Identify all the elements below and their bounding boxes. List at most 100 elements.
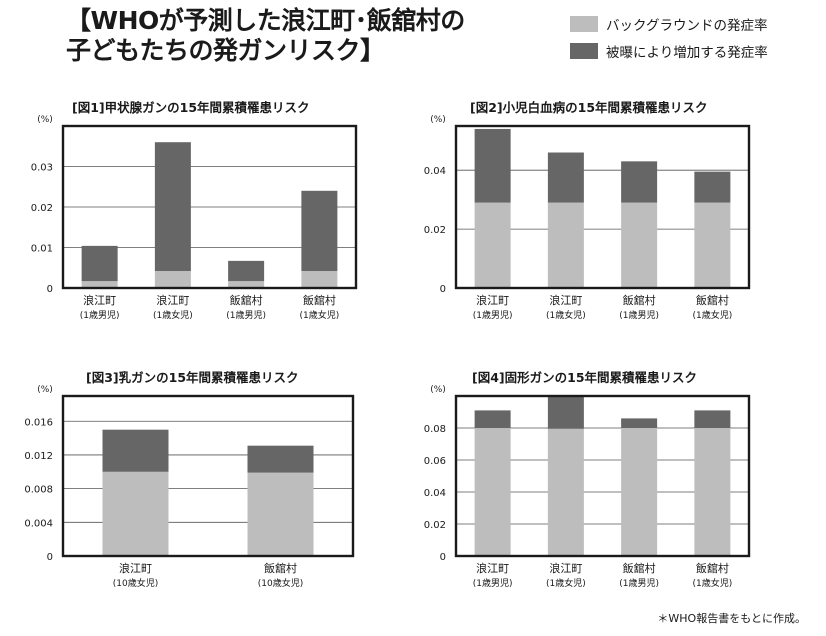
chart-1-bar-background — [154, 270, 191, 288]
chart-2-bar-background — [694, 202, 731, 288]
chart-4-category-group: (1歳男児) — [473, 577, 513, 589]
chart-2-category-label: 浪江町 — [549, 293, 582, 307]
legend-item-background: バックグラウンドの発症率 — [570, 10, 768, 37]
chart-1-bar-background — [228, 281, 265, 288]
chart-3-category-group: (10歳女児) — [258, 577, 303, 589]
chart-2-title: [図2]小児白血病の15年間累積罹患リスク — [470, 100, 708, 115]
chart-2-category-label: 飯舘村 — [623, 293, 656, 307]
chart-3-title: [図3]乳ガンの15年間累積罹患リスク — [86, 370, 299, 385]
chart-2-bar-background — [547, 202, 584, 288]
chart-3-ytick-label: 0.004 — [24, 518, 53, 529]
chart-1-category-label: 浪江町 — [156, 293, 189, 307]
chart-2-frame — [454, 124, 751, 290]
chart-2-ytick-label: 0 — [440, 284, 446, 295]
chart-2-ytick-label: 0.04 — [424, 166, 446, 177]
legend-label-exposure: 被曝により増加する発症率 — [606, 44, 768, 61]
chart-3-bar-background — [247, 472, 314, 556]
chart-1-category-label: 飯舘村 — [230, 293, 263, 307]
chart-1-unit-label: (%) — [37, 115, 53, 125]
chart-2-category-group: (1歳男児) — [473, 309, 513, 321]
chart-1: [図1]甲状腺ガンの15年間累積罹患リスク (%) 0 0.01 0.02 0.03 浪江町… — [31, 100, 358, 321]
chart-4-ytick-label: 0 — [440, 552, 446, 563]
chart-3-unit-label: (%) — [37, 385, 53, 395]
chart-1-ytick-label: 0 — [47, 284, 53, 295]
chart-1-category-group: (1歳男児) — [80, 309, 120, 321]
chart-1-ytick-label: 0.01 — [31, 244, 53, 255]
chart-3-category-label: 飯舘村 — [264, 561, 297, 575]
chart-3-bar-background — [102, 471, 169, 556]
chart-4-category-label: 浪江町 — [549, 561, 582, 575]
chart-4-category-group: (1歳男児) — [619, 577, 659, 589]
chart-2-category-group: (1歳女児) — [546, 309, 586, 321]
legend-label-background: バックグラウンドの発症率 — [606, 17, 768, 34]
chart-2-bar-exposure — [474, 128, 511, 203]
chart-4-ytick-label: 0.04 — [424, 488, 446, 499]
chart-2-category-label: 浪江町 — [476, 293, 509, 307]
chart-4: [図4]固形ガンの15年間累積罹患リスク (%) 0 0.02 0.04 0.06 0.08… — [424, 370, 751, 589]
chart-1-title: [図1]甲状腺ガンの15年間累積罹患リスク — [72, 100, 310, 115]
chart-4-bar-exposure — [547, 396, 584, 429]
chart-3-frame — [61, 394, 355, 558]
chart-2-bar-exposure — [694, 171, 731, 203]
chart-1-bar-background — [81, 281, 118, 288]
chart-4-category-label: 飯舘村 — [696, 561, 729, 575]
chart-3-ytick-label: 0 — [47, 552, 53, 563]
chart-2-category-group: (1歳女児) — [693, 309, 733, 321]
legend: バックグラウンドの発症率 被曝により増加する発症率 — [570, 10, 768, 64]
chart-2-unit-label: (%) — [430, 115, 446, 125]
chart-1-bar-exposure — [154, 142, 191, 271]
chart-2-bar-exposure — [547, 152, 584, 203]
chart-3-category-label: 浪江町 — [119, 561, 152, 575]
chart-4-bar-background — [694, 428, 731, 556]
chart-1-category-group: (1歳女児) — [153, 309, 193, 321]
legend-swatch-background — [570, 15, 598, 32]
chart-4-bar-exposure — [694, 410, 731, 428]
legend-item-exposure: 被曝により増加する発症率 — [570, 37, 768, 64]
chart-3-ytick-label: 0.008 — [24, 485, 53, 496]
chart-1-ytick-label: 0.03 — [31, 163, 53, 174]
chart-1-frame — [61, 124, 358, 290]
chart-3-category-group: (10歳女児) — [113, 577, 158, 589]
chart-4-category-group: (1歳女児) — [546, 577, 586, 589]
legend-swatch-exposure — [570, 42, 598, 59]
chart-1-bar-exposure — [228, 260, 265, 282]
source-note: ＊WHO報告書をもとに作成。 — [657, 612, 806, 625]
chart-1-category-group: (1歳女児) — [300, 309, 340, 321]
chart-2-category-group: (1歳男児) — [619, 309, 659, 321]
chart-4-bar-exposure — [474, 410, 511, 428]
main-title-line-1: 【WHOが予測した浪江町･飯舘村の — [66, 6, 465, 35]
chart-4-ytick-label: 0.02 — [424, 520, 446, 531]
chart-2-bar-background — [621, 202, 658, 288]
chart-4-unit-label: (%) — [430, 385, 446, 395]
chart-2-bar-exposure — [621, 161, 658, 203]
chart-1-category-label: 飯舘村 — [303, 293, 336, 307]
chart-3-ytick-label: 0.012 — [24, 451, 53, 462]
chart-3-bar-exposure — [102, 429, 169, 472]
main-title-line-2: 子どもたちの発ガンリスク】 — [66, 36, 385, 65]
chart-4-category-group: (1歳女児) — [693, 577, 733, 589]
chart-1-ytick-label: 0.02 — [31, 203, 53, 214]
chart-2-category-label: 飯舘村 — [696, 293, 729, 307]
chart-2: [図2]小児白血病の15年間累積罹患リスク (%) 0 0.02 0.04 浪江町 (1歳男… — [424, 100, 751, 321]
chart-1-category-group: (1歳男児) — [226, 309, 266, 321]
chart-2-bar-background — [474, 202, 511, 288]
chart-4-frame — [454, 394, 751, 558]
main-title: 【WHOが予測した浪江町･飯舘村の 子どもたちの発ガンリスク】 — [66, 6, 486, 66]
chart-4-title: [図4]固形ガンの15年間累積罹患リスク — [472, 370, 697, 385]
chart-4-ytick-label: 0.08 — [424, 424, 446, 435]
chart-4-bar-background — [474, 428, 511, 556]
chart-1-category-label: 浪江町 — [83, 293, 116, 307]
chart-1-bar-exposure — [301, 190, 338, 271]
chart-4-bar-background — [621, 428, 658, 556]
chart-4-category-label: 浪江町 — [476, 561, 509, 575]
chart-1-bar-exposure — [81, 245, 118, 282]
chart-3-ytick-label: 0.016 — [24, 417, 53, 428]
chart-3: [図3]乳ガンの15年間累積罹患リスク (%) 0 0.004 0.008 0.012 0.… — [24, 370, 355, 589]
chart-4-ytick-label: 0.06 — [424, 456, 446, 467]
chart-4-bar-background — [547, 428, 584, 556]
chart-3-bar-exposure — [247, 445, 314, 473]
chart-4-category-label: 飯舘村 — [623, 561, 656, 575]
chart-2-ytick-label: 0.02 — [424, 225, 446, 236]
chart-1-bar-background — [301, 270, 338, 288]
